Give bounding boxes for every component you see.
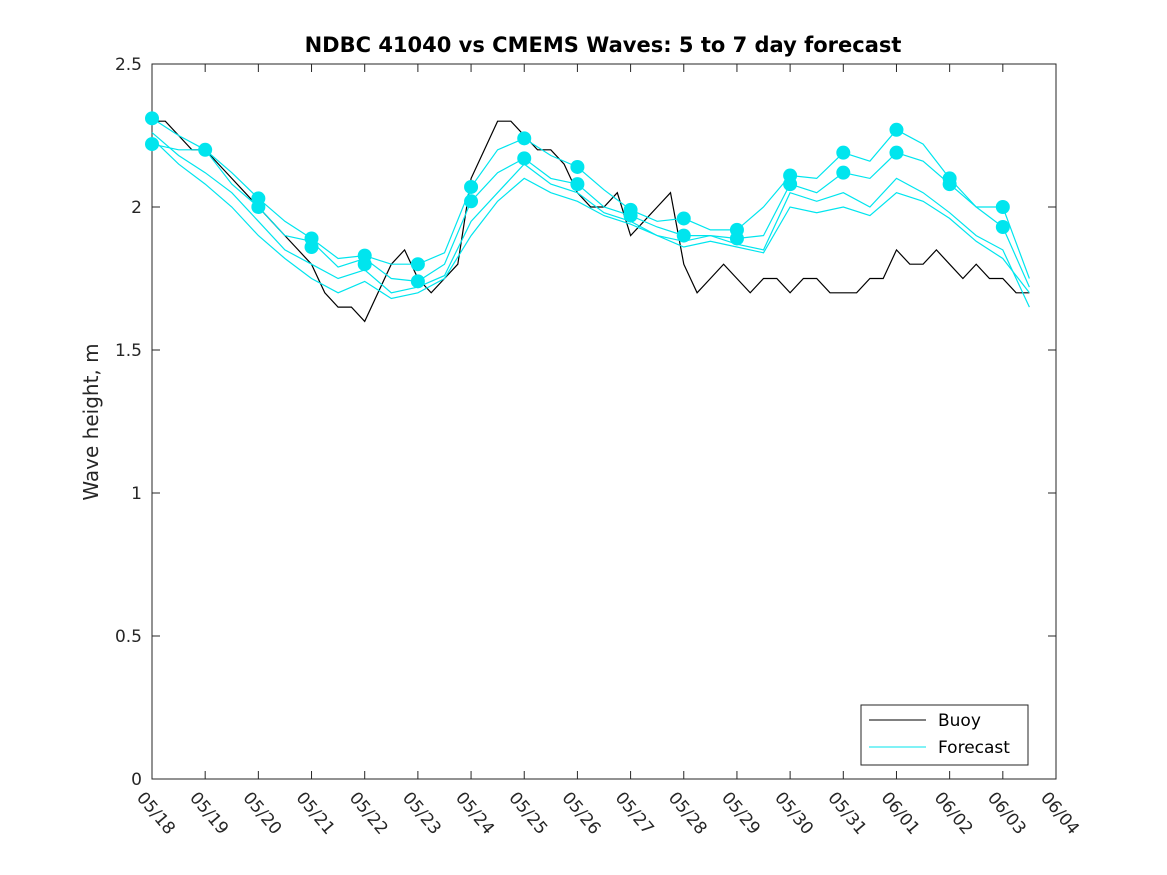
forecast-series-line bbox=[151, 132, 1030, 308]
buoy-series-line bbox=[152, 120, 1030, 323]
forecast-marker bbox=[836, 165, 851, 180]
plot-area bbox=[151, 63, 1057, 780]
forecast-marker bbox=[304, 240, 319, 255]
x-tick-label: 05/24 bbox=[451, 788, 498, 838]
x-tick-label: 05/21 bbox=[292, 788, 339, 838]
legend: Buoy Forecast bbox=[860, 704, 1029, 766]
forecast-marker bbox=[729, 231, 744, 246]
x-tick-label: 06/03 bbox=[983, 788, 1030, 838]
y-tick-label: 2 bbox=[131, 198, 142, 218]
x-tick-label: 05/22 bbox=[345, 788, 392, 838]
legend-label-forecast: Forecast bbox=[938, 738, 1010, 758]
x-tick-label: 05/26 bbox=[558, 788, 605, 838]
forecast-marker bbox=[464, 194, 479, 209]
x-tick-label: 05/27 bbox=[611, 788, 658, 838]
x-tick-label: 06/02 bbox=[930, 788, 977, 838]
plot-frame bbox=[151, 63, 1057, 780]
forecast-marker bbox=[676, 228, 691, 243]
x-tick-label: 05/29 bbox=[717, 788, 764, 838]
x-tick-label: 05/23 bbox=[398, 788, 445, 838]
y-tick-label: 0 bbox=[131, 770, 142, 790]
marker-layer bbox=[145, 111, 1010, 289]
x-tick-label: 05/18 bbox=[132, 788, 179, 838]
forecast-marker bbox=[942, 177, 957, 192]
forecast-marker bbox=[517, 131, 532, 146]
forecast-marker bbox=[783, 177, 798, 192]
x-tick-label: 06/01 bbox=[877, 788, 924, 838]
x-tick-label: 05/25 bbox=[504, 788, 551, 838]
y-tick-label: 1.5 bbox=[115, 341, 142, 361]
forecast-marker bbox=[145, 137, 159, 152]
forecast-series-line bbox=[151, 137, 1030, 300]
forecast-series-line bbox=[151, 143, 1030, 288]
y-tick-label: 0.5 bbox=[115, 627, 142, 647]
forecast-marker bbox=[410, 274, 425, 289]
forecast-marker bbox=[570, 159, 585, 174]
y-axis-label: Wave height, m bbox=[79, 343, 103, 500]
forecast-marker bbox=[517, 151, 532, 166]
x-tick-label: 05/19 bbox=[185, 788, 232, 838]
forecast-marker bbox=[995, 200, 1010, 214]
forecast-marker bbox=[145, 111, 159, 126]
forecast-marker bbox=[836, 145, 851, 160]
forecast-marker bbox=[570, 177, 585, 192]
x-tick-label: 05/30 bbox=[770, 788, 817, 838]
x-tick-label: 05/28 bbox=[664, 788, 711, 838]
forecast-marker bbox=[410, 257, 425, 272]
forecast-series-line bbox=[151, 117, 1030, 279]
chart-title: NDBC 41040 vs CMEMS Waves: 5 to 7 day fo… bbox=[305, 33, 902, 57]
forecast-marker bbox=[357, 257, 372, 272]
forecast-marker bbox=[676, 211, 691, 226]
forecast-marker bbox=[198, 142, 213, 157]
forecast-marker bbox=[251, 200, 266, 214]
y-tick-label: 2.5 bbox=[115, 55, 142, 75]
y-axis: 0 0.5 1 1.5 2 2.5 bbox=[115, 55, 1056, 790]
forecast-marker bbox=[623, 208, 638, 223]
forecast-marker bbox=[464, 179, 479, 194]
x-tick-label: 06/04 bbox=[1036, 788, 1083, 838]
y-tick-label: 1 bbox=[131, 484, 142, 504]
x-tick-label: 05/20 bbox=[239, 788, 286, 838]
legend-label-buoy: Buoy bbox=[938, 711, 981, 731]
legend-box bbox=[860, 704, 1029, 766]
forecast-marker bbox=[889, 122, 904, 137]
x-tick-label: 05/31 bbox=[823, 788, 870, 838]
forecast-marker bbox=[995, 220, 1010, 235]
forecast-marker bbox=[889, 145, 904, 160]
series-layer bbox=[151, 117, 1030, 323]
